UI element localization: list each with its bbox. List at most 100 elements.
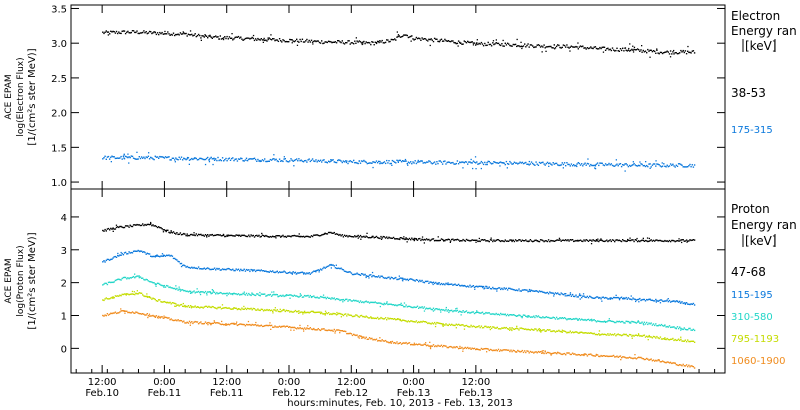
data-point-proton-1 <box>302 272 305 274</box>
data-point-proton-3 <box>501 327 503 329</box>
data-point-proton-2 <box>536 316 538 318</box>
data-point-electron-0 <box>462 43 464 45</box>
data-point-proton-0 <box>233 235 235 237</box>
data-point-proton-2 <box>478 312 480 314</box>
data-point-proton-3 <box>434 325 437 328</box>
data-point-proton-4 <box>293 326 296 329</box>
data-point-electron-0 <box>527 43 529 45</box>
data-point-proton-0 <box>193 234 195 236</box>
data-point-proton-1 <box>182 264 184 267</box>
data-point-proton-0 <box>423 242 425 244</box>
data-point-proton-1 <box>526 289 528 291</box>
data-point-proton-2 <box>671 326 673 328</box>
data-point-electron-1 <box>475 168 477 170</box>
data-point-proton-4 <box>281 326 283 328</box>
data-point-electron-0 <box>558 44 560 47</box>
data-point-proton-0 <box>150 222 152 225</box>
data-point-proton-4 <box>163 315 165 317</box>
data-point-proton-0 <box>431 238 433 240</box>
data-point-proton-4 <box>160 316 162 318</box>
data-point-electron-1 <box>544 164 546 166</box>
data-point-proton-1 <box>205 267 208 270</box>
data-point-proton-1 <box>233 269 235 272</box>
data-point-electron-1 <box>522 162 525 165</box>
data-point-proton-2 <box>275 293 277 296</box>
data-point-electron-0 <box>378 40 380 43</box>
data-point-electron-1 <box>193 157 196 159</box>
data-point-proton-3 <box>115 295 118 297</box>
data-point-proton-1 <box>638 298 640 301</box>
data-point-proton-4 <box>648 359 650 361</box>
data-point-proton-1 <box>212 268 215 270</box>
data-point-proton-1 <box>180 262 183 265</box>
data-point-proton-3 <box>451 323 453 326</box>
data-point-proton-0 <box>490 239 493 241</box>
data-point-electron-0 <box>392 39 395 41</box>
data-point-proton-0 <box>364 236 366 238</box>
data-point-electron-1 <box>650 166 652 168</box>
data-point-proton-1 <box>261 270 264 272</box>
data-point-proton-0 <box>661 240 664 242</box>
data-point-proton-0 <box>429 240 431 242</box>
data-point-electron-0 <box>486 44 488 46</box>
data-point-proton-0 <box>262 235 265 237</box>
data-point-electron-1 <box>448 161 451 163</box>
data-point-proton-0 <box>163 229 166 231</box>
data-point-proton-2 <box>439 309 441 311</box>
data-point-proton-4 <box>394 342 396 344</box>
data-point-proton-2 <box>638 321 640 323</box>
data-point-proton-3 <box>241 307 243 309</box>
data-point-proton-0 <box>496 239 498 241</box>
data-point-proton-2 <box>405 304 407 306</box>
data-point-proton-2 <box>365 300 367 302</box>
data-point-electron-1 <box>338 159 340 161</box>
data-point-proton-0 <box>480 239 483 241</box>
data-point-proton-0 <box>636 237 638 240</box>
data-point-proton-1 <box>288 272 290 274</box>
data-point-proton-2 <box>651 324 654 326</box>
data-point-proton-1 <box>420 280 422 283</box>
data-point-proton-0 <box>545 240 547 242</box>
data-point-proton-1 <box>170 254 172 257</box>
data-point-proton-2 <box>541 317 543 319</box>
data-point-electron-0 <box>687 45 689 48</box>
data-point-proton-4 <box>345 330 347 333</box>
data-point-proton-1 <box>278 271 281 273</box>
data-point-electron-1 <box>562 167 564 169</box>
data-point-electron-0 <box>475 43 477 45</box>
data-point-proton-4 <box>159 317 161 319</box>
data-point-proton-2 <box>272 294 274 296</box>
data-point-proton-3 <box>571 331 574 333</box>
data-point-electron-1 <box>243 160 245 162</box>
data-point-electron-1 <box>170 159 172 161</box>
data-point-electron-1 <box>610 163 612 165</box>
data-point-electron-0 <box>664 51 666 53</box>
data-point-proton-0 <box>666 240 668 242</box>
data-point-proton-3 <box>420 320 422 323</box>
x-tick-date: Feb.10 <box>85 388 119 399</box>
data-point-electron-1 <box>277 160 280 163</box>
data-point-proton-1 <box>671 300 673 303</box>
data-point-electron-1 <box>280 160 282 162</box>
data-point-electron-0 <box>644 50 647 52</box>
data-point-proton-1 <box>519 290 521 292</box>
data-point-proton-3 <box>227 307 229 309</box>
data-point-proton-3 <box>607 333 609 335</box>
data-point-proton-3 <box>576 331 578 333</box>
data-point-proton-2 <box>504 313 506 316</box>
data-point-proton-1 <box>498 287 501 289</box>
data-point-proton-3 <box>673 339 675 342</box>
data-point-electron-1 <box>561 162 563 164</box>
data-point-electron-1 <box>541 161 543 164</box>
data-point-electron-1 <box>192 158 194 161</box>
data-point-electron-0 <box>210 36 212 38</box>
data-point-proton-0 <box>105 230 107 232</box>
data-point-electron-0 <box>411 35 413 37</box>
data-point-electron-0 <box>628 50 631 52</box>
data-point-proton-3 <box>159 299 161 301</box>
data-point-electron-1 <box>513 161 516 163</box>
data-point-proton-3 <box>386 319 388 321</box>
data-point-electron-1 <box>528 160 530 163</box>
data-point-proton-1 <box>161 253 164 255</box>
data-point-electron-0 <box>242 39 244 41</box>
